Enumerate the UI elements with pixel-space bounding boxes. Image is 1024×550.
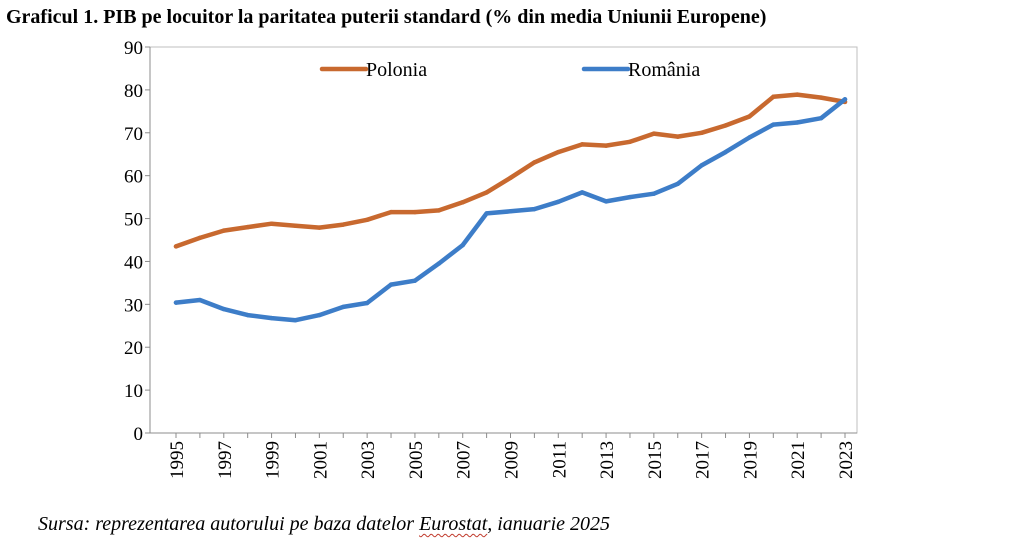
y-tick-label: 40 <box>124 252 143 273</box>
series-line-polonia <box>173 92 848 249</box>
chart-axes: 0 10 20 30 40 50 60 70 80 90 1995 1997 1999 2001 2003 2… <box>124 38 858 479</box>
data-point-romania <box>221 306 226 312</box>
x-tick-label: 2015 <box>645 441 666 479</box>
data-point-polonia <box>293 223 298 229</box>
x-tick-label: 2005 <box>406 441 427 479</box>
data-point-romania <box>388 282 394 287</box>
data-point-romania <box>842 97 848 102</box>
data-point-romania <box>317 312 322 318</box>
legend-label-polonia: Polonia <box>366 59 427 81</box>
y-tick-label: 80 <box>124 81 143 102</box>
data-point-polonia <box>388 209 394 215</box>
x-tick-label: 2001 <box>310 441 331 479</box>
data-point-polonia <box>412 209 418 215</box>
x-tick-label: 1995 <box>167 441 188 479</box>
x-tick-label: 2011 <box>549 441 570 478</box>
data-point-polonia <box>675 134 680 139</box>
y-tick-label: 30 <box>124 295 143 316</box>
data-point-polonia <box>436 208 442 213</box>
data-point-polonia <box>818 95 824 100</box>
source-note: Sursa: reprezentarea autorului pe baza d… <box>38 513 610 536</box>
y-tick-label: 0 <box>134 424 144 445</box>
data-point-romania <box>675 181 680 187</box>
data-point-polonia <box>341 222 346 227</box>
y-tick-label: 50 <box>124 210 143 231</box>
data-point-polonia <box>364 217 370 223</box>
data-point-romania <box>460 242 465 248</box>
data-point-romania <box>556 199 561 205</box>
data-point-polonia <box>556 149 561 155</box>
data-point-romania <box>627 194 633 200</box>
data-point-romania <box>173 300 179 305</box>
data-point-polonia <box>603 143 609 148</box>
data-point-romania <box>603 199 609 204</box>
data-point-romania <box>269 315 274 321</box>
data-point-polonia <box>221 228 226 233</box>
data-point-polonia <box>532 160 537 165</box>
x-tick-label: 2021 <box>788 441 809 479</box>
data-point-polonia <box>317 225 322 230</box>
data-point-romania <box>293 318 298 323</box>
x-tick-label: 2007 <box>454 441 475 479</box>
x-tick-label: 2019 <box>740 441 761 479</box>
y-tick-label: 90 <box>124 38 143 59</box>
data-point-polonia <box>269 221 274 226</box>
source-suffix: , ianuarie 2025 <box>487 513 611 535</box>
data-point-polonia <box>651 131 657 136</box>
chart-title: Graficul 1. PIB pe locuitor la paritatea… <box>6 6 767 28</box>
x-tick-label: 2017 <box>693 441 714 479</box>
chart-legend: Polonia România <box>319 59 700 81</box>
plot-area-border <box>149 46 858 434</box>
data-point-romania <box>197 297 203 303</box>
y-tick-label: 70 <box>124 124 143 145</box>
data-point-romania <box>364 300 370 306</box>
source-highlight: Eurostat <box>419 513 488 535</box>
data-point-polonia <box>460 200 465 205</box>
data-point-polonia <box>508 175 513 181</box>
data-point-polonia <box>197 235 203 241</box>
data-point-romania <box>651 191 657 196</box>
source-prefix: Sursa: reprezentarea autorului pe baza d… <box>38 513 420 535</box>
data-point-romania <box>436 261 442 266</box>
data-point-polonia <box>771 94 776 99</box>
data-point-romania <box>579 190 585 195</box>
data-point-polonia <box>579 142 585 147</box>
data-point-polonia <box>627 139 633 144</box>
data-point-romania <box>341 304 346 310</box>
data-point-polonia <box>484 190 489 195</box>
y-tick-label: 10 <box>124 381 143 402</box>
x-tick-label: 2009 <box>502 441 523 479</box>
data-point-polonia <box>699 130 704 135</box>
x-tick-label: 2023 <box>836 441 857 479</box>
data-point-romania <box>484 211 489 216</box>
data-point-romania <box>532 206 537 212</box>
legend-label-romania: România <box>628 59 700 81</box>
y-tick-label: 60 <box>124 167 143 188</box>
data-point-polonia <box>747 114 752 119</box>
x-tick-label: 2003 <box>358 441 379 479</box>
data-point-romania <box>747 135 752 140</box>
x-tick-label: 1997 <box>215 441 236 479</box>
data-point-romania <box>771 122 776 127</box>
y-tick-label: 20 <box>124 338 143 359</box>
data-point-romania <box>508 209 513 214</box>
data-point-romania <box>795 120 800 125</box>
data-point-polonia <box>245 224 250 230</box>
data-point-polonia <box>173 244 179 249</box>
data-point-romania <box>412 278 418 283</box>
chart-series <box>173 92 848 323</box>
data-point-polonia <box>723 123 728 128</box>
line-chart: 0 10 20 30 40 50 60 70 80 90 1995 1997 1999 2001 2003 2… <box>124 38 858 479</box>
data-point-romania <box>699 163 704 168</box>
data-point-polonia <box>795 92 800 97</box>
x-tick-label: 2013 <box>597 441 618 479</box>
x-tick-label: 1999 <box>263 441 284 479</box>
data-point-romania <box>818 115 824 121</box>
data-point-romania <box>245 312 250 318</box>
data-point-romania <box>723 149 728 155</box>
